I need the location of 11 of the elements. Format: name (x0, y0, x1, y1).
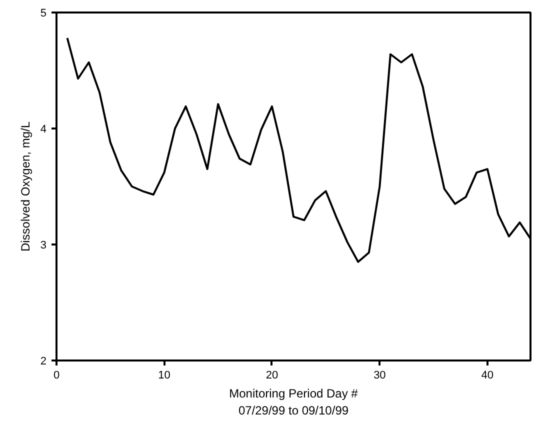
y-tick-label: 5 (40, 8, 47, 20)
x-tick-label: 0 (53, 370, 60, 382)
x-tick-label: 10 (158, 370, 170, 382)
x-tick-label: 40 (481, 370, 494, 382)
y-tick-label: 4 (40, 124, 47, 136)
x-tick-label: 20 (266, 370, 278, 382)
y-tick-label: 3 (40, 240, 47, 252)
x-tick-label: 30 (374, 370, 386, 382)
y-tick-label: 2 (40, 356, 47, 368)
y-axis-title: Dissolved Oxygen, mg/L (18, 121, 32, 252)
x-axis-title: Monitoring Period Day # 07/29/99 to 09/10/99 (229, 386, 358, 418)
